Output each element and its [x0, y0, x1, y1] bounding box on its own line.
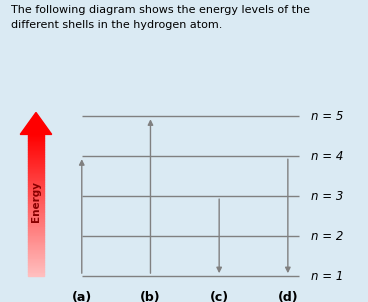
Text: (c): (c)	[210, 291, 229, 302]
Text: (d): (d)	[277, 291, 298, 302]
Text: Energy: Energy	[31, 181, 41, 222]
Text: n = 4: n = 4	[311, 150, 343, 163]
Bar	[28, 232, 44, 233]
Text: n = 3: n = 3	[311, 190, 343, 203]
Bar	[28, 182, 44, 184]
Bar	[28, 269, 44, 271]
Bar	[28, 152, 44, 154]
Bar	[28, 239, 44, 241]
Bar	[28, 271, 44, 272]
Bar	[28, 142, 44, 143]
Bar	[28, 267, 44, 269]
Bar	[28, 165, 44, 166]
Bar	[28, 235, 44, 237]
Bar	[28, 194, 44, 196]
Bar	[28, 262, 44, 264]
Text: (a): (a)	[72, 291, 92, 302]
Bar	[28, 260, 44, 262]
Text: n = 1: n = 1	[311, 269, 343, 282]
Bar	[28, 210, 44, 212]
Bar	[28, 143, 44, 145]
Text: n = 5: n = 5	[311, 110, 343, 123]
Bar	[28, 138, 44, 140]
Bar	[28, 226, 44, 228]
Bar	[28, 225, 44, 226]
Bar	[28, 149, 44, 150]
Bar	[28, 223, 44, 225]
Bar	[28, 209, 44, 210]
Bar	[28, 207, 44, 209]
Bar	[28, 134, 44, 136]
Bar	[28, 219, 44, 221]
Bar	[28, 173, 44, 175]
Bar	[28, 264, 44, 265]
Bar	[28, 243, 44, 244]
Bar	[28, 177, 44, 179]
Bar	[28, 274, 44, 276]
Bar	[28, 145, 44, 147]
Bar	[28, 163, 44, 165]
Bar	[28, 265, 44, 267]
Bar	[28, 216, 44, 218]
Bar	[28, 246, 44, 248]
Bar	[28, 166, 44, 168]
Bar	[28, 233, 44, 235]
Bar	[28, 168, 44, 170]
Bar	[28, 251, 44, 253]
Bar	[28, 157, 44, 159]
Bar	[28, 161, 44, 163]
Text: n = 2: n = 2	[311, 230, 343, 243]
Bar	[28, 186, 44, 188]
Bar	[28, 189, 44, 191]
Text: different shells in the hydrogen atom.: different shells in the hydrogen atom.	[11, 20, 222, 30]
Bar	[28, 241, 44, 243]
Bar	[28, 150, 44, 152]
Bar	[28, 154, 44, 156]
Bar	[28, 204, 44, 205]
Bar	[28, 175, 44, 177]
Bar	[28, 172, 44, 173]
Bar	[28, 196, 44, 198]
Bar	[28, 159, 44, 161]
Bar	[28, 255, 44, 256]
Bar	[28, 188, 44, 189]
Bar	[28, 156, 44, 157]
Bar	[28, 179, 44, 180]
Bar	[28, 205, 44, 207]
Bar	[28, 212, 44, 214]
Bar	[28, 253, 44, 255]
Bar	[28, 140, 44, 142]
Bar	[28, 147, 44, 149]
Bar	[28, 248, 44, 249]
Bar	[28, 256, 44, 258]
Bar	[28, 228, 44, 230]
Bar	[28, 249, 44, 251]
Bar	[28, 258, 44, 260]
Bar	[28, 184, 44, 186]
Bar	[28, 191, 44, 193]
Bar	[28, 244, 44, 246]
Polygon shape	[20, 112, 52, 134]
Bar	[28, 198, 44, 200]
Bar	[28, 218, 44, 219]
Bar	[28, 214, 44, 216]
Bar	[28, 200, 44, 202]
Bar	[28, 272, 44, 274]
Bar	[28, 180, 44, 182]
Bar	[28, 230, 44, 232]
Text: The following diagram shows the energy levels of the: The following diagram shows the energy l…	[11, 5, 310, 14]
Bar	[28, 237, 44, 239]
Text: (b): (b)	[140, 291, 161, 302]
Bar	[28, 136, 44, 138]
Bar	[28, 193, 44, 194]
Bar	[28, 202, 44, 204]
Bar	[28, 221, 44, 223]
Bar	[28, 170, 44, 172]
